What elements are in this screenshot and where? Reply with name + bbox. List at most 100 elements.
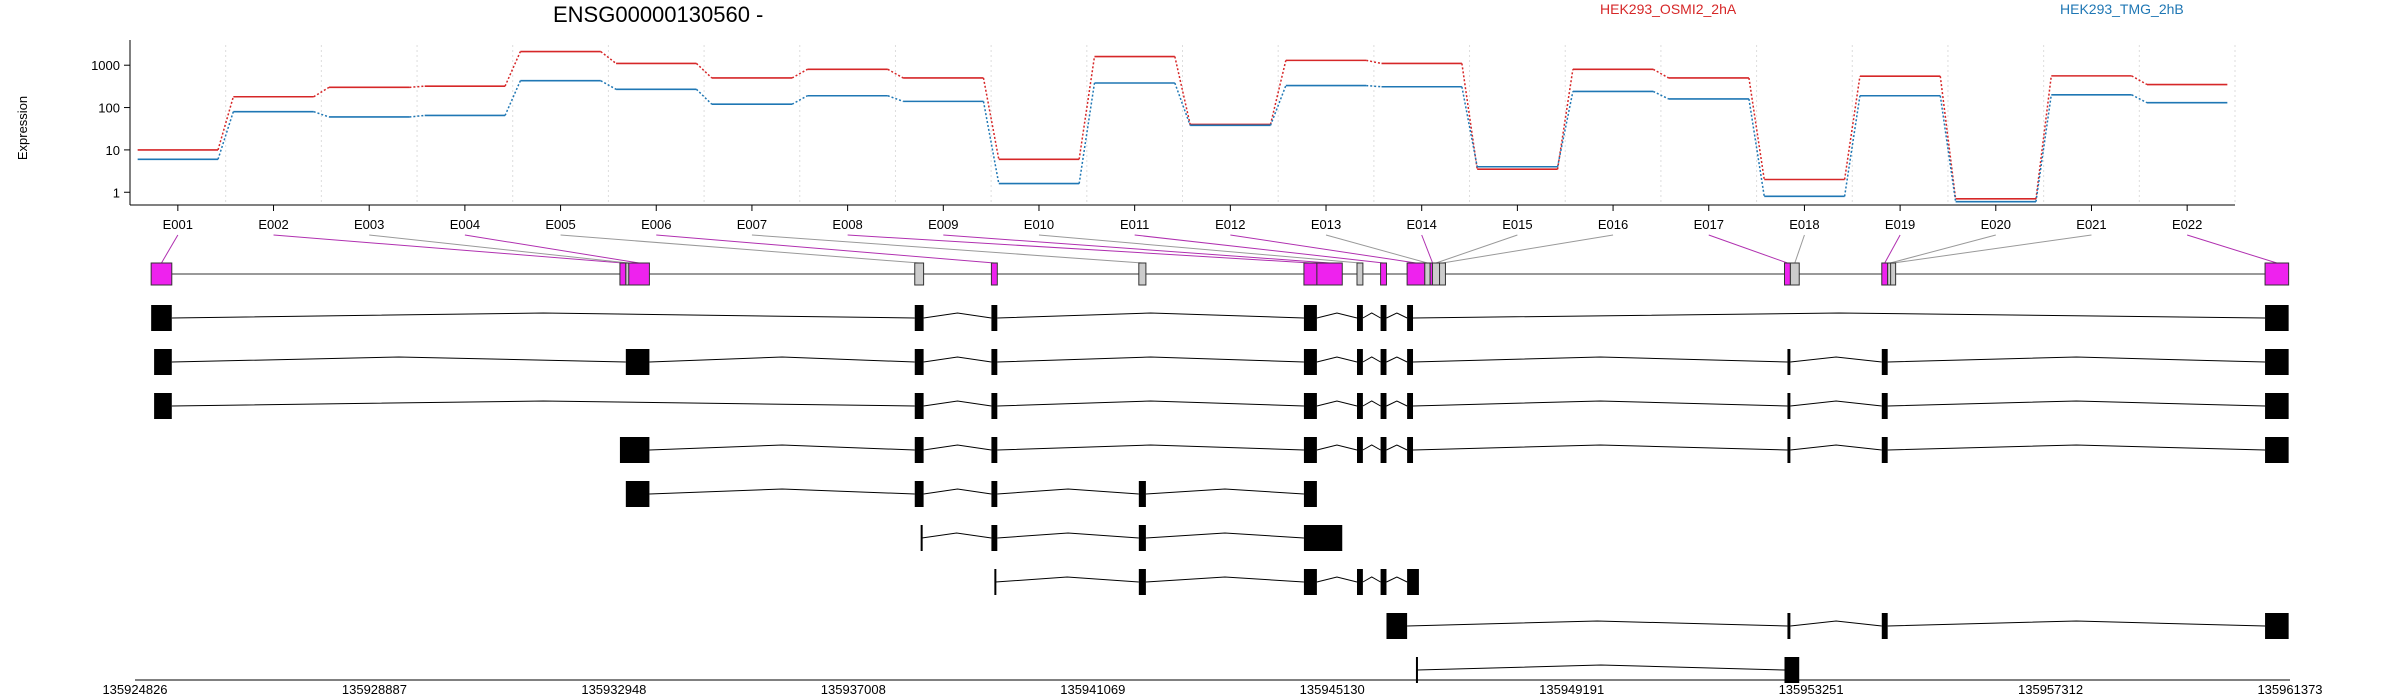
transcript-exon xyxy=(1356,305,1363,331)
intron-path xyxy=(1362,576,1381,583)
exon-connector-line xyxy=(1890,234,1996,264)
intron-path xyxy=(923,444,992,451)
gridlines xyxy=(129,45,2236,205)
transcript-exon xyxy=(1881,437,1888,463)
gene-model xyxy=(150,262,2290,286)
x-tick-label: E007 xyxy=(737,217,767,232)
intron-path xyxy=(921,532,992,539)
transcript-exon xyxy=(1303,437,1317,463)
exon-connectors xyxy=(161,234,2277,264)
transcript-exon xyxy=(1380,437,1387,463)
x-tick-label: E017 xyxy=(1694,217,1724,232)
exon-block xyxy=(1316,262,1343,286)
series-connector xyxy=(1748,98,1765,197)
x-tick-label: E021 xyxy=(2076,217,2106,232)
series-connector xyxy=(791,95,808,105)
exon-block xyxy=(1138,262,1147,286)
x-tick-label: E006 xyxy=(641,217,671,232)
intron-path xyxy=(1790,620,1882,627)
transcript-exon xyxy=(625,349,650,375)
transcript-exon xyxy=(1356,569,1363,595)
intron-path xyxy=(1417,664,1785,671)
exon-block xyxy=(619,262,627,286)
intron-path xyxy=(1412,400,1788,407)
transcript-exon xyxy=(619,437,650,463)
transcript-exon xyxy=(1784,657,1800,683)
exon-connector-line xyxy=(1421,234,1434,264)
intron-path xyxy=(1887,620,2266,627)
transcript-exon xyxy=(1881,613,1888,639)
series-connector xyxy=(1078,82,1096,184)
exon-block xyxy=(628,262,650,286)
series-connector xyxy=(2131,94,2148,104)
genome-tick-label: 135957312 xyxy=(2018,682,2083,697)
series-connector xyxy=(409,85,425,89)
series-connector xyxy=(791,68,808,79)
transcript-exon xyxy=(2265,613,2289,639)
transcript-exon xyxy=(1787,613,1791,639)
transcript-exon xyxy=(1138,569,1146,595)
x-tick-label: E018 xyxy=(1789,217,1819,232)
series-connector xyxy=(1269,60,1287,125)
transcript-exon xyxy=(1881,349,1888,375)
transcript-exon xyxy=(1303,305,1317,331)
intron-path xyxy=(923,488,992,495)
exon-block xyxy=(1303,262,1318,286)
chart-title: ENSG00000130560 - xyxy=(553,2,763,27)
intron-path xyxy=(1887,356,2266,363)
x-tick-label: E011 xyxy=(1120,217,1149,232)
series-connector xyxy=(1939,95,1957,202)
transcript-exon xyxy=(1380,305,1387,331)
series-connector xyxy=(409,114,425,118)
genome-tick-label: 135961373 xyxy=(2257,682,2322,697)
genome-tick-label: 135924826 xyxy=(102,682,167,697)
exon-block xyxy=(990,262,998,286)
y-tick-label: 100 xyxy=(98,101,120,116)
series-connector xyxy=(695,62,713,79)
intron-path xyxy=(1316,444,1358,451)
intron-path xyxy=(923,356,992,363)
intron-path xyxy=(649,356,915,363)
expression-series xyxy=(137,50,2228,203)
intron-path xyxy=(1362,400,1381,407)
legend-series-2: HEK293_TMG_2hB xyxy=(2060,1,2184,17)
x-tick-label: E008 xyxy=(832,217,862,232)
transcript-exon xyxy=(991,305,998,331)
intron-path xyxy=(1412,356,1788,363)
intron-path xyxy=(649,444,915,451)
intron-path xyxy=(1316,400,1358,407)
transcript-tracks xyxy=(151,305,2289,683)
transcript-exon xyxy=(1303,569,1317,595)
genome-tick-label: 135949191 xyxy=(1539,682,1604,697)
exon-connector-line xyxy=(1884,234,1901,264)
transcript-exon xyxy=(914,393,924,419)
legend-series-1: HEK293_OSMI2_2hA xyxy=(1600,1,1737,17)
x-tick-label: E022 xyxy=(2172,217,2202,232)
x-tick-label: E013 xyxy=(1311,217,1341,232)
series-connector xyxy=(1556,91,1574,167)
exon-block xyxy=(1424,262,1431,286)
transcript-exon xyxy=(1138,525,1146,551)
transcript-exon xyxy=(625,481,650,507)
series-connector xyxy=(887,68,904,79)
series-connector xyxy=(887,95,904,103)
series-connector xyxy=(600,50,617,65)
intron-path xyxy=(1407,620,1788,627)
intron-path xyxy=(997,532,1139,539)
transcript-exon xyxy=(1356,393,1363,419)
exon-connector-line xyxy=(1134,234,1384,264)
exon-connector-line xyxy=(1893,234,2092,264)
transcript-exon xyxy=(920,525,923,551)
transcript-exon xyxy=(1407,437,1414,463)
transcript-exon xyxy=(1787,393,1791,419)
genome-tick-label: 135941069 xyxy=(1060,682,1125,697)
intron-path xyxy=(1386,312,1408,319)
series-connector xyxy=(1269,85,1287,126)
intron-path xyxy=(997,400,1304,407)
transcript-exon xyxy=(2265,393,2289,419)
transcript-exon xyxy=(994,569,997,595)
series-connector xyxy=(1843,95,1861,197)
intron-path xyxy=(171,312,915,319)
series-connector xyxy=(695,88,713,105)
transcript-exon xyxy=(1356,349,1363,375)
